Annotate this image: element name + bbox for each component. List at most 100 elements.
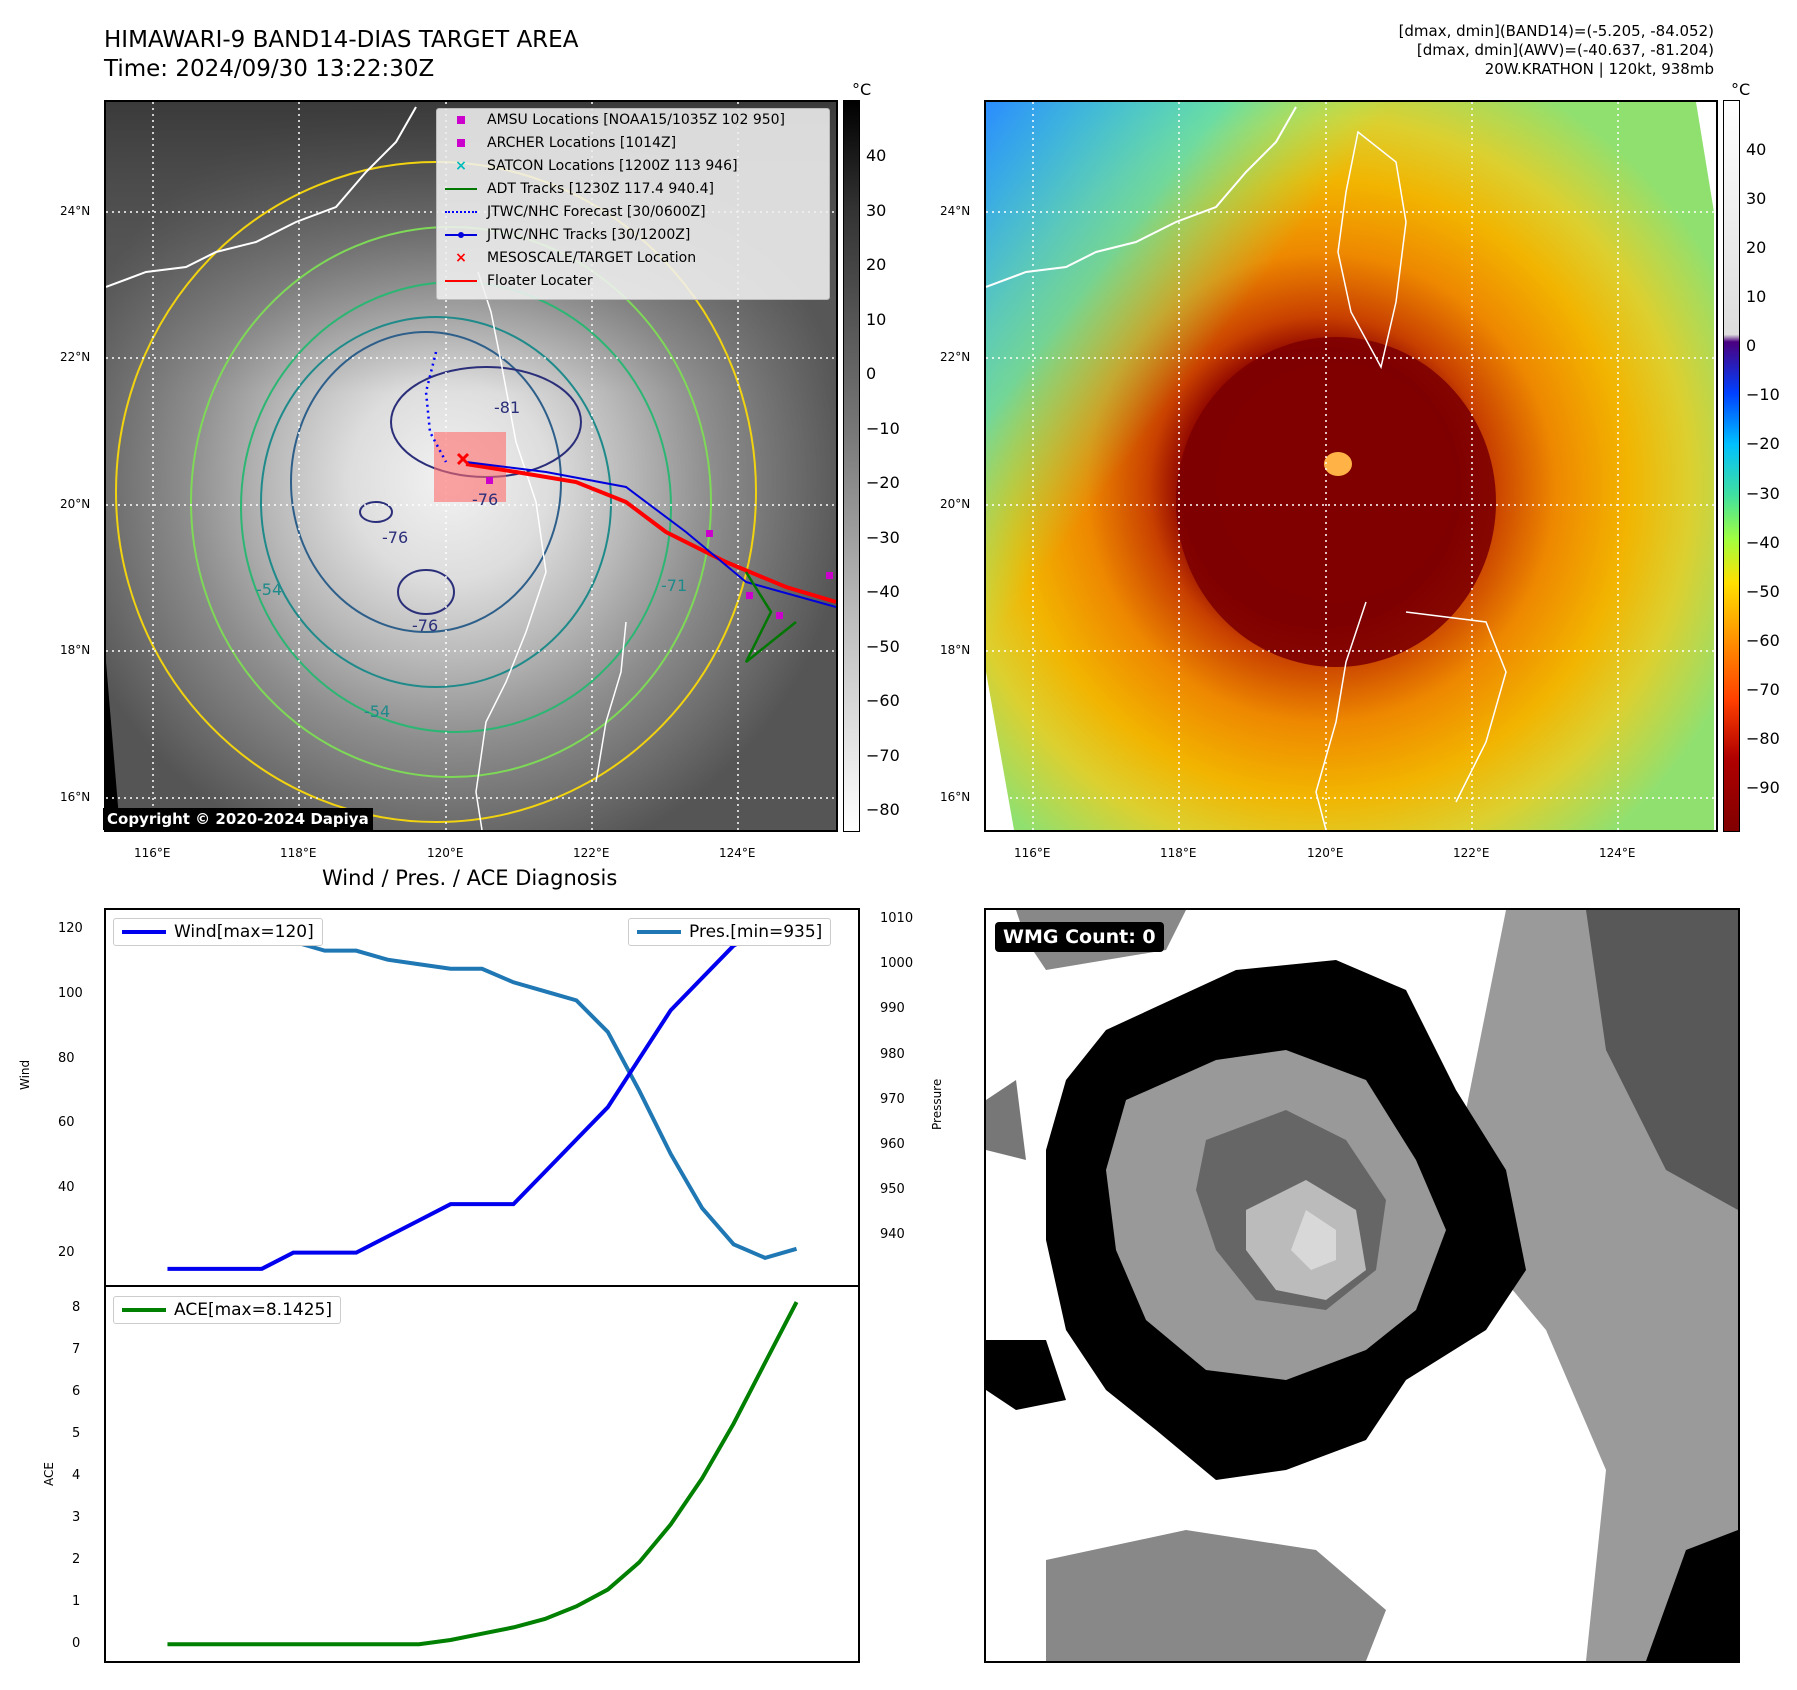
wind-series-line: [167, 927, 797, 1271]
colorbar-tick-label: −50: [866, 636, 900, 656]
contour-label: -71: [661, 576, 688, 595]
wind-ylabel: Wind: [18, 1059, 32, 1090]
wmg-panel: [984, 908, 1740, 1663]
colorbar-tick-label: −50: [1746, 581, 1780, 601]
lon-label: 116°E: [1014, 846, 1051, 860]
lat-label: 20°N: [60, 497, 91, 511]
pressure-tick-label: 1000: [880, 956, 914, 972]
x-marker-icon: ×: [455, 250, 467, 266]
colorbar-tick-label: 30: [866, 200, 887, 220]
wind-pres-svg: [167, 926, 798, 1271]
ace-tick-label: 4: [72, 1468, 81, 1484]
colorbar-tick-label: −20: [866, 473, 900, 492]
legend-item: Floater Locater: [443, 273, 593, 289]
line-dot-icon: [443, 227, 479, 243]
ace-tick-label: 1: [72, 1594, 81, 1610]
lat-label: 16°N: [940, 790, 971, 804]
contour-label: -76: [382, 528, 409, 547]
legend-item: JTWC/NHC Forecast [30/0600Z]: [443, 204, 706, 220]
wind-tick-label: 120: [58, 921, 83, 937]
colorbar-tick-label: −80: [1746, 728, 1780, 748]
colorbar-tick-label: −20: [1746, 434, 1780, 454]
colorbar-tick-label: 0: [1746, 336, 1757, 356]
lon-label: 116°E: [134, 846, 171, 860]
ace-tick-label: 0: [72, 1636, 81, 1652]
pressure-tick-label: 990: [880, 1001, 905, 1017]
ace-tick-label: 7: [72, 1342, 81, 1358]
lat-label: 18°N: [940, 643, 971, 657]
legend-item: ARCHER Locations [1014Z]: [443, 135, 676, 151]
colorbar-tick-label: 10: [1746, 287, 1767, 307]
legend-line-icon: [122, 1308, 166, 1312]
colorbar-tick-label: −40: [1746, 532, 1780, 552]
lon-label: 120°E: [1307, 846, 1344, 860]
ace-legend: ACE[max=8.1425]: [113, 1296, 341, 1324]
lat-label: 24°N: [60, 204, 91, 218]
colorbar-tick-label: 30: [1746, 189, 1767, 209]
colorbar-tick-label: 40: [866, 146, 887, 165]
colorbar-tick-label: −10: [866, 418, 900, 438]
pressure-tick-label: 970: [880, 1091, 905, 1107]
contour-label: -54: [364, 702, 391, 721]
colorbar-tick-label: 0: [866, 364, 877, 383]
map-legend: AMSU Locations [NOAA15/1035Z 102 950] AR…: [436, 108, 830, 300]
colorbar-unit: °C: [852, 80, 872, 99]
figure-title: HIMAWARI-9 BAND14-DIAS TARGET AREA Time:…: [104, 27, 579, 82]
lat-label: 18°N: [60, 643, 91, 657]
legend-line-icon: [637, 930, 681, 934]
ace-svg: [167, 1301, 799, 1647]
contour-label: -81: [494, 398, 521, 417]
colorbar-tick-label: −40: [866, 582, 900, 601]
ace-tick-label: 6: [72, 1384, 81, 1400]
colorbar-tick-label: −70: [866, 745, 900, 765]
right-colorbar: [1723, 100, 1740, 832]
diagnosis-title: Wind / Pres. / ACE Diagnosis: [322, 866, 618, 890]
contour-label: -76: [472, 490, 499, 509]
band14-map-panel: [984, 100, 1718, 832]
lat-label: 16°N: [60, 790, 91, 804]
colorbar-tick-label: −10: [1746, 385, 1780, 405]
lon-label: 118°E: [1160, 846, 1197, 860]
contour-label: -76: [412, 616, 439, 635]
legend-line-icon: [122, 930, 166, 934]
ace-tick-label: 3: [72, 1510, 81, 1526]
band14-map-image: [986, 102, 1716, 830]
pres-ylabel: Pressure: [930, 1078, 944, 1130]
pressure-tick-label: 940: [880, 1227, 905, 1243]
colorbar-tick-label: −60: [1746, 630, 1780, 650]
lon-label: 124°E: [1599, 846, 1636, 860]
ace-tick-label: 2: [72, 1552, 81, 1568]
lon-label: 120°E: [427, 846, 464, 860]
colorbar-tick-label: −30: [866, 527, 900, 547]
dotted-line-icon: [443, 204, 479, 220]
wmg-image: [986, 910, 1738, 1661]
wind-tick-label: 100: [58, 986, 83, 1002]
copyright-label: Copyright © 2020-2024 Dapiya: [103, 808, 373, 830]
wind-legend: Wind[max=120]: [113, 918, 323, 946]
contour-label: -54: [256, 580, 283, 599]
colorbar-unit: °C: [1731, 80, 1751, 99]
ace-ylabel: ACE: [42, 1462, 56, 1486]
ace-series-line: [167, 1301, 799, 1647]
square-marker-icon: [443, 112, 479, 128]
legend-item: JTWC/NHC Tracks [30/1200Z]: [443, 227, 690, 243]
legend-item: × SATCON Locations [1200Z 113 946]: [443, 158, 737, 174]
ace-tick-label: 8: [72, 1300, 81, 1315]
colorbar-tick-label: 10: [866, 309, 887, 329]
colorbar-tick-label: −80: [866, 800, 900, 819]
wmg-count-badge: WMG Count: 0: [995, 922, 1164, 952]
pressure-tick-label: 1010: [880, 911, 914, 927]
square-marker-icon: [443, 135, 479, 151]
line-marker-icon: [443, 273, 479, 289]
wind-tick-label: 40: [58, 1180, 75, 1196]
colorbar-tick-label: −90: [1746, 778, 1780, 797]
colorbar-tick-label: 20: [866, 255, 887, 274]
ace-plot: [104, 1285, 860, 1663]
legend-item: ADT Tracks [1230Z 117.4 940.4]: [443, 181, 714, 197]
colorbar-tick-label: −60: [866, 691, 900, 710]
lat-label: 20°N: [940, 497, 971, 511]
pres-legend: Pres.[min=935]: [628, 918, 832, 946]
figure-info: [dmax, dmin](BAND14)=(-5.205, -84.052) […: [1398, 22, 1714, 78]
wind-tick-label: 60: [58, 1115, 75, 1131]
lon-label: 118°E: [280, 846, 317, 860]
